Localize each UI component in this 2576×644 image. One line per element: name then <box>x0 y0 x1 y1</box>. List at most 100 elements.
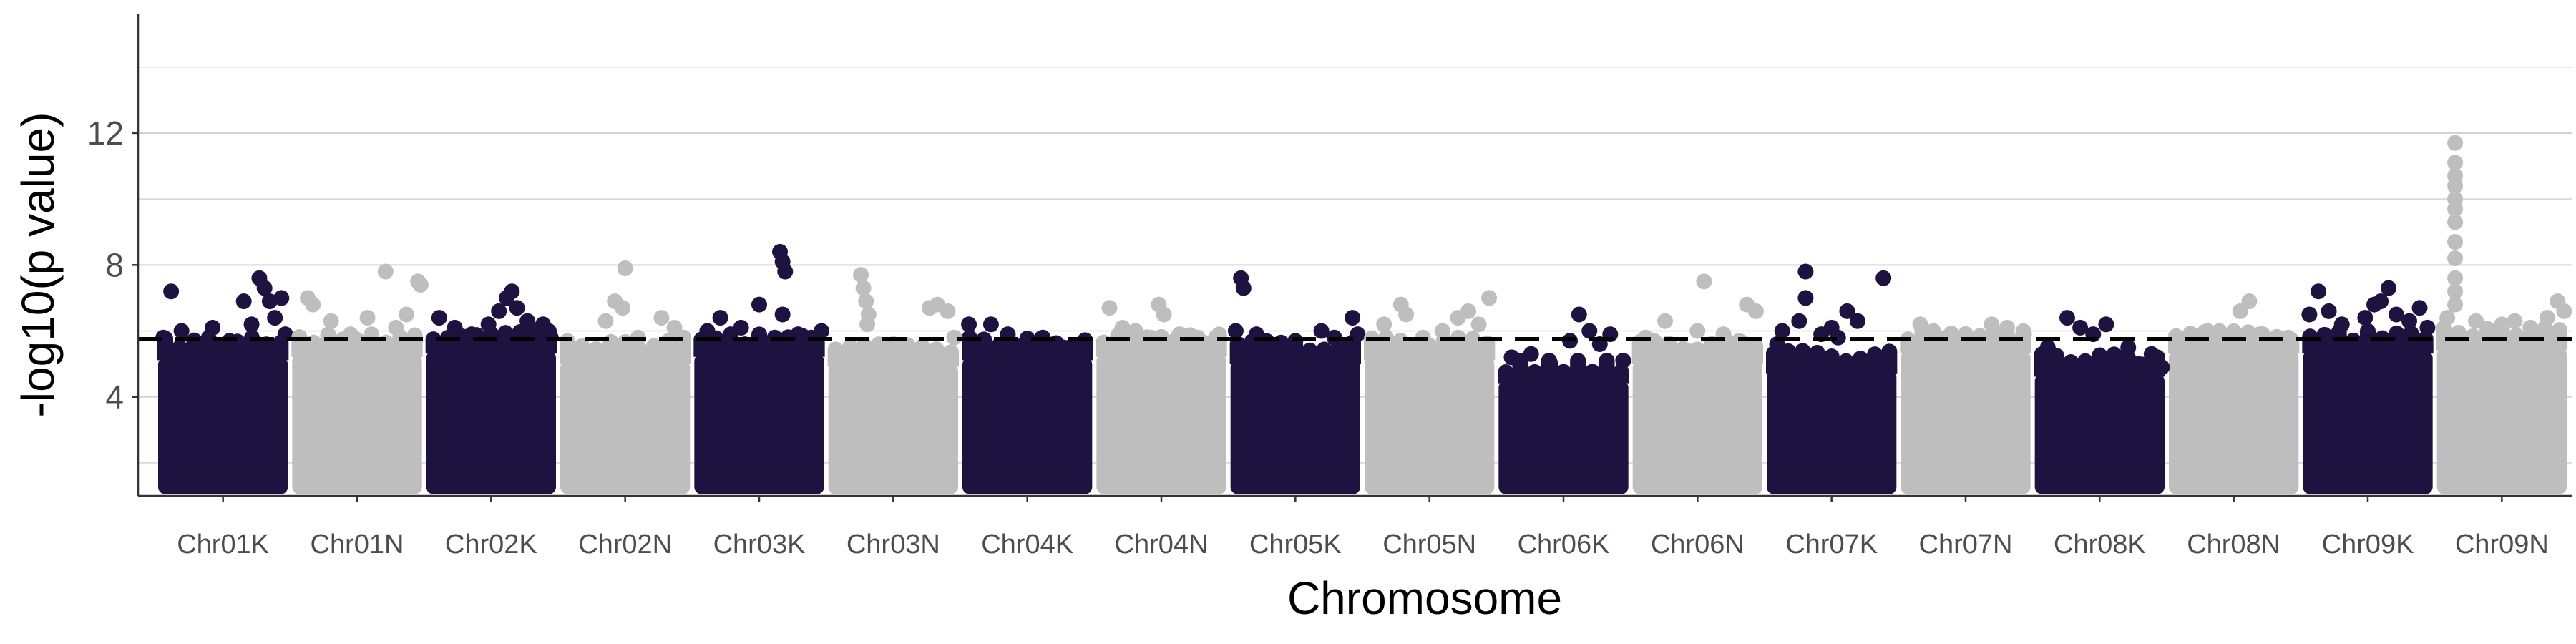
x-tick-label: Chr07K <box>1785 530 1878 560</box>
data-point <box>2200 323 2216 339</box>
data-point <box>388 319 404 336</box>
data-point <box>2360 323 2376 339</box>
point-band-chr09k <box>2303 351 2433 494</box>
data-point <box>1523 346 1539 362</box>
data-point <box>412 276 429 293</box>
data-point <box>378 334 394 351</box>
data-point <box>2450 325 2467 341</box>
data-point <box>509 300 525 316</box>
data-point <box>2381 280 2397 296</box>
x-tick-label: Chr02N <box>578 530 672 560</box>
data-point <box>777 263 794 280</box>
data-point <box>1581 323 1598 339</box>
data-point <box>491 303 507 319</box>
data-point <box>712 310 728 326</box>
data-point <box>1853 351 1868 367</box>
data-point <box>1867 346 1883 363</box>
data-point <box>774 306 791 323</box>
x-tick-label: Chr01N <box>311 530 404 560</box>
data-point <box>1302 342 1318 358</box>
data-point <box>2507 313 2523 329</box>
data-point <box>1470 316 1487 333</box>
data-point <box>1227 323 1244 339</box>
data-point <box>2280 329 2296 346</box>
data-point <box>535 316 551 333</box>
data-point <box>1925 323 1941 339</box>
data-point <box>1017 336 1033 352</box>
data-point <box>1830 329 1846 346</box>
point-band-chr01k <box>158 357 288 494</box>
data-point <box>2447 135 2464 151</box>
data-point <box>946 329 962 346</box>
data-point <box>2539 310 2555 326</box>
data-point <box>2439 310 2456 326</box>
data-point <box>2072 319 2089 336</box>
data-point <box>2494 316 2510 333</box>
y-tick-label: 8 <box>105 246 124 283</box>
point-band-chr05n <box>1365 357 1495 494</box>
data-point <box>1881 343 1898 360</box>
data-point <box>1096 334 1112 351</box>
data-point <box>172 339 188 356</box>
point-band-chr04k <box>962 357 1093 494</box>
data-point <box>1055 339 1072 356</box>
data-point <box>615 300 631 316</box>
data-point <box>273 290 290 306</box>
x-tick-label: Chr05K <box>1249 530 1342 560</box>
data-point <box>1797 263 1814 280</box>
data-point <box>2143 346 2160 362</box>
data-point <box>1849 313 1865 329</box>
point-band-chr06k <box>1498 380 1629 494</box>
data-point <box>359 310 376 326</box>
x-tick-label: Chr08K <box>2054 530 2146 560</box>
point-bands <box>157 328 2567 494</box>
data-point <box>519 313 536 329</box>
point-band-chr09n <box>2436 347 2567 494</box>
data-point <box>859 316 876 333</box>
data-point <box>2130 356 2147 372</box>
axes <box>132 14 2572 502</box>
data-point <box>617 260 633 276</box>
data-point <box>155 329 172 346</box>
y-tick-label: 4 <box>105 379 124 416</box>
data-point <box>2447 270 2464 286</box>
point-band-chr01n <box>292 353 422 494</box>
data-point <box>1114 319 1131 336</box>
point-band-chr05k <box>1230 361 1360 494</box>
data-point <box>504 283 520 300</box>
data-point <box>480 316 497 333</box>
data-point <box>2154 359 2170 376</box>
x-tick-label: Chr01K <box>177 530 269 560</box>
data-point <box>574 338 590 354</box>
data-point <box>858 293 874 310</box>
data-point <box>235 293 252 310</box>
data-point <box>163 283 180 300</box>
data-point <box>1797 290 1814 306</box>
data-point <box>1208 329 1224 346</box>
data-point <box>497 325 514 341</box>
data-point <box>1460 303 1477 319</box>
point-band-chr06n <box>1632 361 1762 494</box>
data-point <box>602 333 619 350</box>
data-point <box>1434 323 1450 339</box>
data-point <box>2447 177 2464 194</box>
data-point <box>431 310 447 326</box>
data-point <box>1345 310 1361 326</box>
data-point <box>885 343 902 359</box>
point-band-chr08k <box>2034 374 2165 494</box>
data-point <box>961 316 977 333</box>
data-point <box>1571 306 1587 323</box>
point-band-chr02k <box>426 351 556 494</box>
data-point <box>305 296 321 313</box>
data-point <box>1503 349 1520 366</box>
data-point <box>398 306 414 323</box>
data-point <box>2468 313 2484 329</box>
data-point <box>2232 303 2248 319</box>
x-tick-label: Chr02K <box>445 530 537 560</box>
x-tick-label: Chr03N <box>847 530 940 560</box>
point-band-chr03k <box>694 353 824 494</box>
data-point <box>976 331 992 348</box>
data-point <box>1316 341 1332 358</box>
data-point <box>2357 310 2373 326</box>
data-point <box>841 338 858 355</box>
